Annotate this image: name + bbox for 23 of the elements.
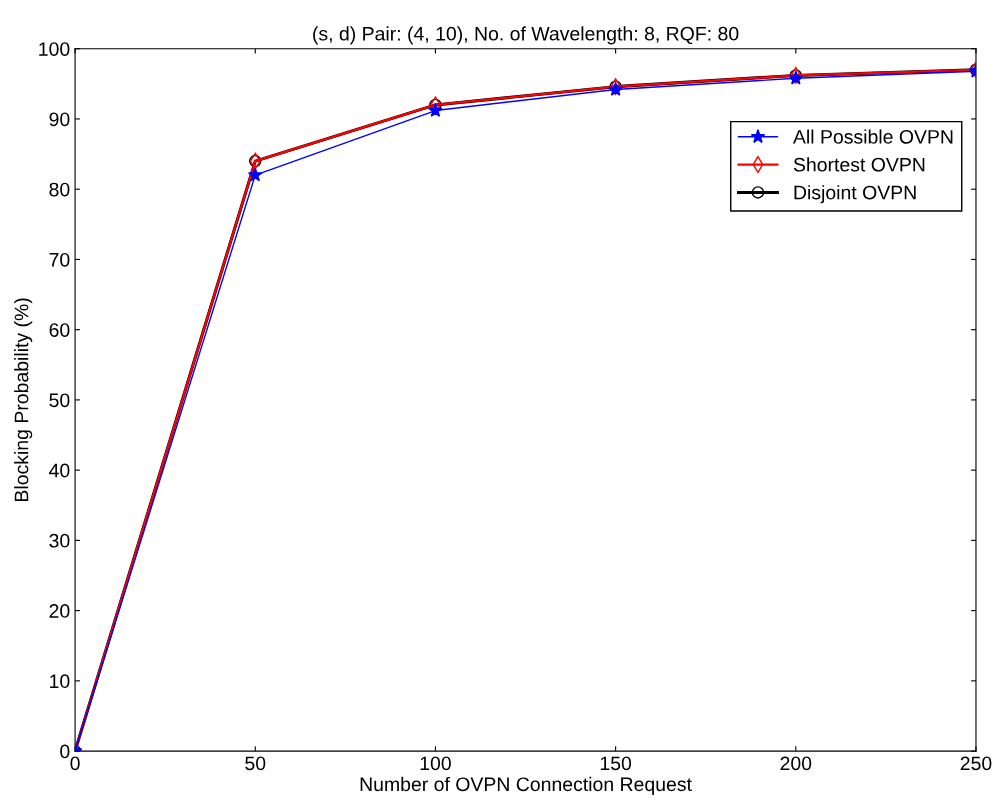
legend-label: All Possible OVPN <box>792 129 953 144</box>
y-tick-label: 90 <box>49 112 70 127</box>
x-tick-label: 50 <box>245 756 266 771</box>
y-tick-label: 30 <box>49 533 70 548</box>
y-axis-title: Blocking Probability (%) <box>14 298 33 501</box>
y-tick-label: 70 <box>49 252 70 267</box>
x-tick-label: 150 <box>600 756 632 771</box>
y-tick-label: 40 <box>49 463 70 478</box>
legend-label: Shortest OVPN <box>793 157 925 172</box>
x-tick-label: 250 <box>960 756 992 771</box>
y-tick-label: 60 <box>49 323 70 337</box>
x-axis-title: Number of OVPN Connection Request <box>360 776 692 795</box>
x-tick-label: 100 <box>420 756 451 771</box>
y-tick-label: 0 <box>60 744 70 759</box>
y-tick-label: 100 <box>39 42 70 56</box>
chart-title: (s, d) Pair: (4, 10), No. of Wavelength: 8, RQF: 80 <box>313 26 739 45</box>
x-tick-label: 200 <box>780 756 812 771</box>
y-tick-label: 10 <box>50 674 70 689</box>
y-tick-label: 80 <box>49 182 70 197</box>
y-tick-label: 50 <box>49 393 70 408</box>
legend-label: Disjoint OVPN <box>794 185 916 204</box>
x-tick-label: 0 <box>70 756 80 771</box>
y-tick-label: 20 <box>49 604 70 618</box>
